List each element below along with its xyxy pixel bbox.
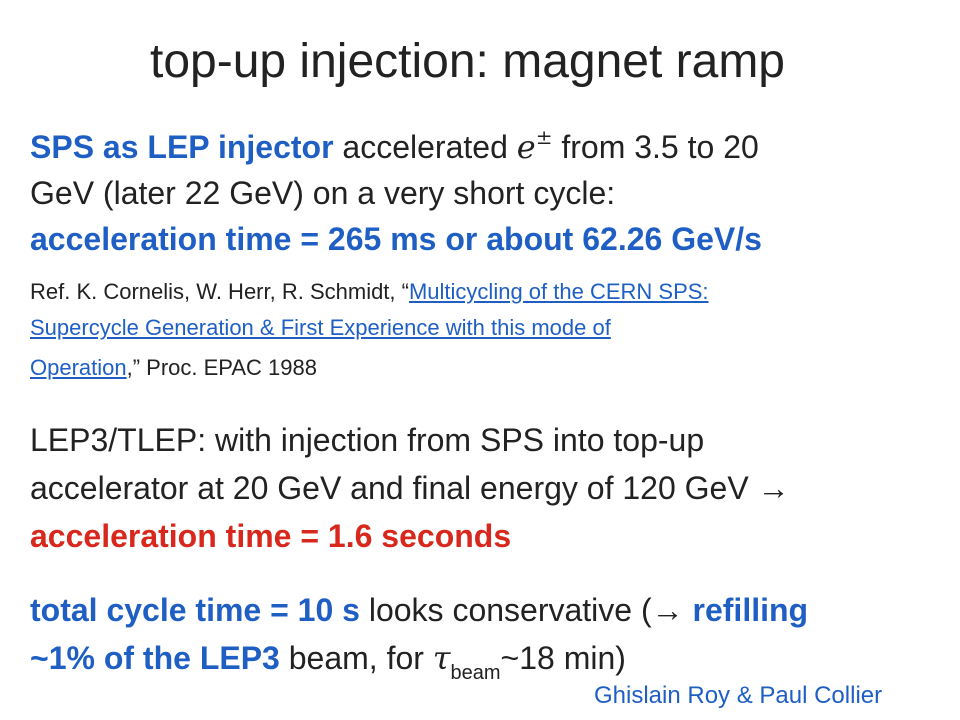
refilling-label: refilling xyxy=(692,592,809,628)
electron-symbol: e xyxy=(516,128,536,166)
total-cycle-time: total cycle time = 10 s xyxy=(30,592,360,628)
p1-energy-range: from 3.5 to 20 xyxy=(552,129,759,165)
ref-link-part-3[interactable]: Operation xyxy=(30,355,127,380)
beam-subscript: beam xyxy=(450,662,501,684)
ref-line-3: Operation,” Proc. EPAC 1988 xyxy=(30,348,945,388)
p1-line-2: GeV (later 22 GeV) on a very short cycle… xyxy=(30,175,616,211)
reference: Ref. K. Cornelis, W. Herr, R. Schmidt, “… xyxy=(30,276,945,388)
tau-symbol: τ xyxy=(432,639,451,677)
p3-text: looks conservative (→ xyxy=(359,592,693,628)
ref-link-part-1[interactable]: Multicycling of the CERN SPS: xyxy=(408,279,709,304)
paragraph-cycle-time: total cycle time = 10 s looks conservati… xyxy=(30,586,945,684)
p1-line-1: SPS as LEP injector accelerated e± from … xyxy=(30,124,945,170)
author-credit: Ghislain Roy & Paul Collier xyxy=(594,682,883,709)
p1-text: accelerated xyxy=(333,129,517,165)
p3-line-1: total cycle time = 10 s looks conservati… xyxy=(30,586,945,634)
sps-injector-label: SPS as LEP injector xyxy=(30,129,334,165)
ref-prefix: Ref. K. Cornelis, W. Herr, R. Schmidt, “ xyxy=(30,279,409,304)
ref-line-1: Ref. K. Cornelis, W. Herr, R. Schmidt, “… xyxy=(30,276,945,308)
slide-title: top-up injection: magnet ramp xyxy=(149,35,785,88)
lep3-fraction: ~1% of the LEP3 xyxy=(30,640,280,676)
beam-lifetime: ~18 min) xyxy=(500,640,626,676)
paragraph-sps-injector: SPS as LEP injector accelerated e± from … xyxy=(30,124,945,262)
paragraph-lep3-tlep: LEP3/TLEP: with injection from SPS into … xyxy=(30,416,945,560)
p3-beam-text: beam, for xyxy=(279,640,433,676)
p2-acceleration-time: acceleration time = 1.6 seconds xyxy=(30,518,512,554)
p2-line-1: LEP3/TLEP: with injection from SPS into … xyxy=(30,422,705,458)
plus-minus-superscript: ± xyxy=(535,125,553,149)
p3-line-2: ~1% of the LEP3 beam, for τbeam~18 min) xyxy=(30,634,945,684)
p2-line-2: accelerator at 20 GeV and final energy o… xyxy=(30,470,790,506)
ref-line-2: Supercycle Generation & First Experience… xyxy=(30,308,945,348)
ref-suffix: ,” Proc. EPAC 1988 xyxy=(126,355,317,380)
p1-acceleration-time: acceleration time = 265 ms or about 62.2… xyxy=(30,221,762,257)
ref-link-part-2[interactable]: Supercycle Generation & First Experience… xyxy=(30,315,611,340)
